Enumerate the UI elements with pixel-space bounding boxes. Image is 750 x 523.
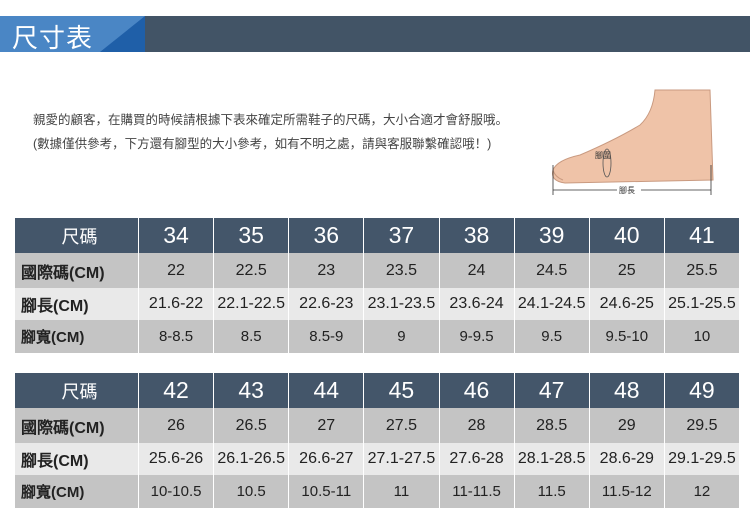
table-cell: 44 [288, 373, 365, 408]
table-cell: 35 [213, 218, 290, 253]
table-cell: 38 [438, 218, 515, 253]
row-label: 腳長(CM) [14, 288, 139, 320]
table-cell: 36 [288, 218, 365, 253]
row-label: 腳寬(CM) [14, 475, 139, 508]
table-cell: 23 [288, 253, 365, 288]
table-cell: 21.6-22 [137, 288, 215, 320]
table-cell: 27.5 [363, 408, 440, 443]
table-cell: 28.5 [513, 408, 590, 443]
table-cell: 49 [663, 373, 741, 408]
page-title: 尺寸表 [12, 23, 94, 53]
table-cell: 27.1-27.5 [363, 443, 440, 475]
size-table-2: 尺碼 42 43 44 45 46 47 48 49 國際碼(CM) 26 26.5 27 27.5 28 2… [14, 373, 741, 508]
row-label: 腳寬(CM) [14, 320, 139, 353]
table-row-foot-length: 腳長(CM) 25.6-26 26.1-26.5 26.6-27 27.1-27.5 27… [14, 443, 741, 475]
table-cell: 43 [213, 373, 290, 408]
row-label: 尺碼 [14, 373, 139, 408]
table-cell: 25.1-25.5 [663, 288, 741, 320]
table-cell: 23.1-23.5 [363, 288, 440, 320]
table-row-foot-width: 腳寬(CM) 10-10.5 10.5 10.5-11 11 11-11.5 11.5 11.… [14, 475, 741, 508]
table-cell: 11-11.5 [438, 475, 515, 508]
table-cell: 9.5-10 [588, 320, 665, 353]
table-cell: 24.1-24.5 [513, 288, 590, 320]
table-cell: 37 [363, 218, 440, 253]
table-cell: 25.5 [663, 253, 741, 288]
table-cell: 28.6-29 [588, 443, 665, 475]
table-cell: 27.6-28 [438, 443, 515, 475]
table-row-intl-size: 國際碼(CM) 22 22.5 23 23.5 24 24.5 25 25.5 [14, 253, 741, 288]
table-cell: 34 [137, 218, 215, 253]
table-cell: 45 [363, 373, 440, 408]
table-cell: 22.5 [213, 253, 290, 288]
row-label: 腳長(CM) [14, 443, 139, 475]
table-cell: 42 [137, 373, 215, 408]
table-cell: 8.5-9 [288, 320, 365, 353]
table-cell: 11.5-12 [588, 475, 665, 508]
table-cell: 28 [438, 408, 515, 443]
foot-diagram: 腳圍 腳長 [552, 89, 714, 195]
table-cell: 23.5 [363, 253, 440, 288]
table-cell: 22.6-23 [288, 288, 365, 320]
table-cell: 23.6-24 [438, 288, 515, 320]
table-cell: 25 [588, 253, 665, 288]
table-cell: 10.5-11 [288, 475, 365, 508]
table-row-size: 尺碼 34 35 36 37 38 39 40 41 [14, 218, 741, 253]
table-row-foot-width: 腳寬(CM) 8-8.5 8.5 8.5-9 9 9-9.5 9.5 9.5-10 10 [14, 320, 741, 353]
length-label: 腳長 [619, 185, 635, 195]
table-cell: 11.5 [513, 475, 590, 508]
table-cell: 26.6-27 [288, 443, 365, 475]
intro-text: 親愛的顧客，在購買的時候請根據下表來確定所需鞋子的尺碼，大小合適才會舒服哦。 (… [33, 113, 509, 151]
table-cell: 9.5 [513, 320, 590, 353]
row-label: 國際碼(CM) [14, 408, 139, 443]
table-cell: 22 [137, 253, 215, 288]
table-cell: 29 [588, 408, 665, 443]
table-cell: 12 [663, 475, 741, 508]
table-cell: 48 [588, 373, 665, 408]
table-cell: 11 [363, 475, 440, 508]
table-cell: 29.1-29.5 [663, 443, 741, 475]
row-label: 國際碼(CM) [14, 253, 139, 288]
table-row-size: 尺碼 42 43 44 45 46 47 48 49 [14, 373, 741, 408]
table-cell: 22.1-22.5 [213, 288, 290, 320]
table-row-foot-length: 腳長(CM) 21.6-22 22.1-22.5 22.6-23 23.1-23.5 23… [14, 288, 741, 320]
table-row-intl-size: 國際碼(CM) 26 26.5 27 27.5 28 28.5 29 29.5 [14, 408, 741, 443]
banner-accent-diagonal [100, 16, 145, 52]
table-cell: 26.5 [213, 408, 290, 443]
table-cell: 40 [588, 218, 665, 253]
table-cell: 29.5 [663, 408, 741, 443]
table-cell: 47 [513, 373, 590, 408]
header-banner: 尺寸表 [0, 16, 750, 53]
girth-label: 腳圍 [595, 150, 611, 160]
table-cell: 10 [663, 320, 741, 353]
table-cell: 8.5 [213, 320, 290, 353]
table-cell: 9 [363, 320, 440, 353]
table-cell: 26.1-26.5 [213, 443, 290, 475]
table-cell: 24 [438, 253, 515, 288]
table-cell: 26 [137, 408, 215, 443]
table-cell: 25.6-26 [137, 443, 215, 475]
row-label: 尺碼 [14, 218, 139, 253]
table-cell: 9-9.5 [438, 320, 515, 353]
table-cell: 27 [288, 408, 365, 443]
table-cell: 24.5 [513, 253, 590, 288]
table-cell: 28.1-28.5 [513, 443, 590, 475]
table-cell: 10.5 [213, 475, 290, 508]
size-table-1: 尺碼 34 35 36 37 38 39 40 41 國際碼(CM) 22 22.5 23 23.5 24 2… [14, 218, 741, 353]
table-cell: 10-10.5 [137, 475, 215, 508]
table-cell: 41 [663, 218, 741, 253]
table-cell: 39 [513, 218, 590, 253]
table-cell: 8-8.5 [137, 320, 215, 353]
table-cell: 46 [438, 373, 515, 408]
table-cell: 24.6-25 [588, 288, 665, 320]
